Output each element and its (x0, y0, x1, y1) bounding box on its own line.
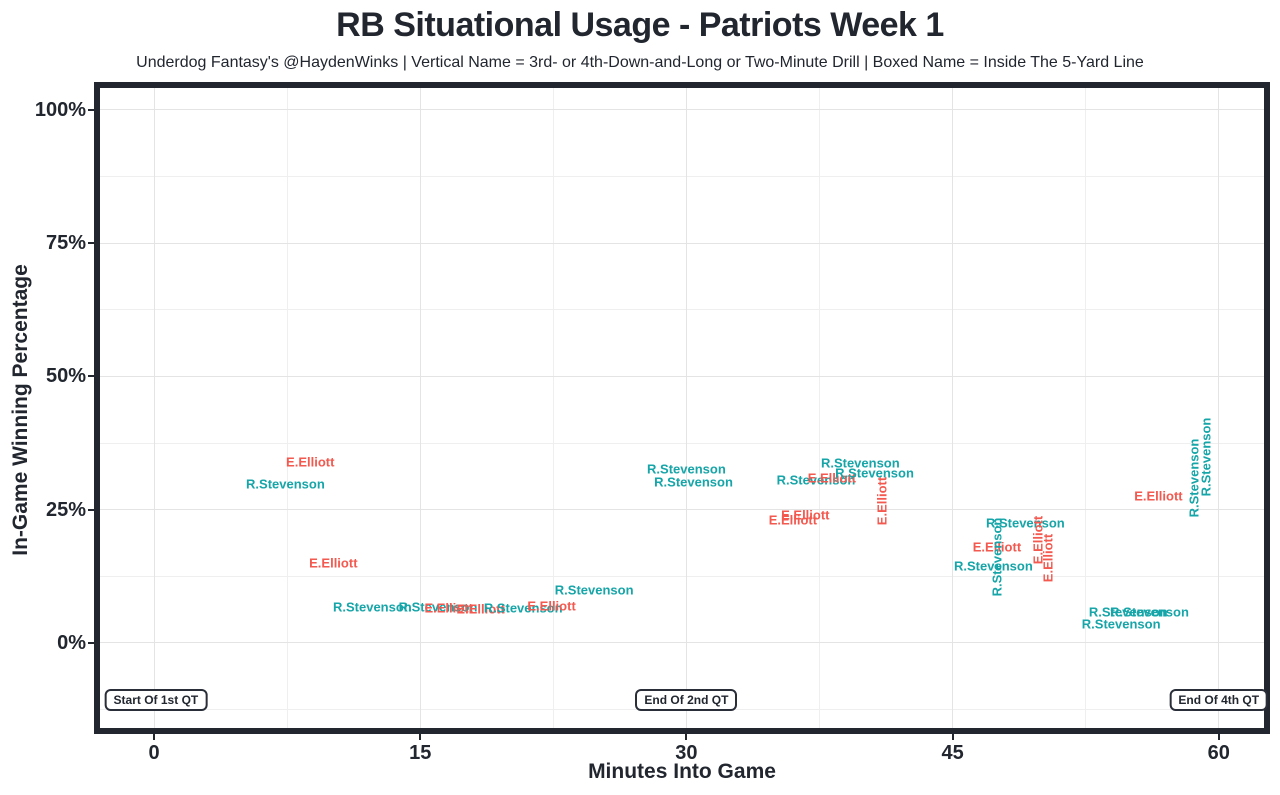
player-label: E.Elliott (424, 600, 473, 616)
player-label: E.Elliott (1040, 534, 1056, 583)
x-tick-label: 0 (148, 742, 160, 764)
quarter-annotation: Start Of 1st QT (104, 689, 208, 711)
gridline-horizontal-major (100, 509, 1264, 511)
player-label: E.Elliott (768, 512, 818, 528)
quarter-annotation: End Of 4th QT (1169, 689, 1269, 711)
player-label: R.Stevenson (954, 558, 1033, 574)
gridline-vertical-major (952, 88, 954, 728)
player-label: E.Elliott (286, 454, 335, 470)
x-tickmark (1217, 734, 1220, 740)
gridline-horizontal-major (100, 109, 1264, 111)
gridline-vertical-major (153, 88, 155, 728)
player-label: E.Elliott (807, 470, 857, 486)
gridline-horizontal-major (100, 642, 1264, 644)
player-label: R.Stevenson (483, 600, 563, 616)
quarter-annotation: End Of 2nd QT (635, 689, 738, 711)
plot-panel (94, 82, 1270, 734)
gridline-horizontal-minor (100, 175, 1264, 177)
player-label: R.Stevenson (654, 474, 733, 490)
x-tickmark (685, 734, 688, 740)
chart-title: RB Situational Usage - Patriots Week 1 (336, 6, 944, 44)
player-label: R.Stevenson (776, 472, 856, 488)
gridline-vertical-minor (286, 88, 288, 728)
chart-subtitle: Underdog Fantasy's @HaydenWinks | Vertic… (136, 54, 1144, 71)
gridline-vertical-minor (819, 88, 820, 728)
x-tick-label: 60 (1207, 742, 1230, 764)
player-label: R.Stevenson (647, 461, 726, 477)
player-label: R.Stevenson (1198, 417, 1214, 497)
player-label: R.Stevenson (332, 599, 412, 615)
gridline-vertical-major (419, 88, 421, 728)
y-tick-label: 25% (45, 498, 86, 521)
gridline-horizontal-minor (100, 442, 1264, 444)
gridline-vertical-minor (1085, 88, 1087, 728)
x-tick-label: 15 (409, 742, 432, 764)
y-tick-label: 0% (57, 631, 86, 654)
y-tick-label: 50% (45, 365, 86, 388)
player-label: R.Stevenson (820, 455, 900, 471)
y-tickmark (88, 375, 94, 378)
player-label: E.Elliott (527, 598, 576, 614)
player-label: R.Stevenson (398, 599, 478, 615)
player-label: R.Stevenson (246, 476, 325, 492)
x-tick-label: 30 (675, 742, 698, 764)
x-axis-title: Minutes Into Game (588, 760, 776, 783)
gridline-vertical-major (1218, 88, 1220, 728)
player-label: R.Stevenson (1088, 604, 1168, 620)
player-label: R.Stevenson (1110, 604, 1189, 620)
gridline-horizontal-major (100, 242, 1264, 244)
player-label: E.Elliott (874, 476, 890, 526)
x-tickmark (153, 734, 156, 740)
player-label: E.Elliott (781, 507, 830, 523)
y-tickmark (88, 508, 94, 511)
y-axis-title: In-Game Winning Percentage (9, 264, 32, 556)
player-label: E.Elliott (1134, 488, 1183, 504)
y-tick-label: 75% (45, 232, 86, 255)
y-tickmark (88, 641, 94, 644)
player-label: E.Elliott (309, 555, 358, 571)
x-tickmark (951, 734, 954, 740)
player-label: R.Stevenson (1081, 616, 1161, 632)
player-label: R.Stevenson (554, 582, 634, 598)
player-label: R.Stevenson (985, 515, 1065, 531)
gridline-vertical-major (685, 88, 687, 728)
player-label: E.Elliott (456, 601, 505, 617)
y-tickmark (88, 242, 94, 245)
y-tickmark (88, 108, 94, 111)
gridline-horizontal-minor (100, 309, 1264, 311)
player-label: E.Elliott (972, 539, 1022, 555)
x-tick-label: 45 (941, 742, 964, 764)
player-label: R.Stevenson (989, 517, 1005, 597)
player-label: R.Stevenson (835, 465, 914, 481)
y-tick-label: 100% (34, 98, 86, 121)
x-tickmark (419, 734, 422, 740)
gridline-horizontal-major (100, 375, 1264, 377)
gridline-horizontal-minor (100, 575, 1264, 577)
gridline-vertical-minor (552, 88, 554, 728)
